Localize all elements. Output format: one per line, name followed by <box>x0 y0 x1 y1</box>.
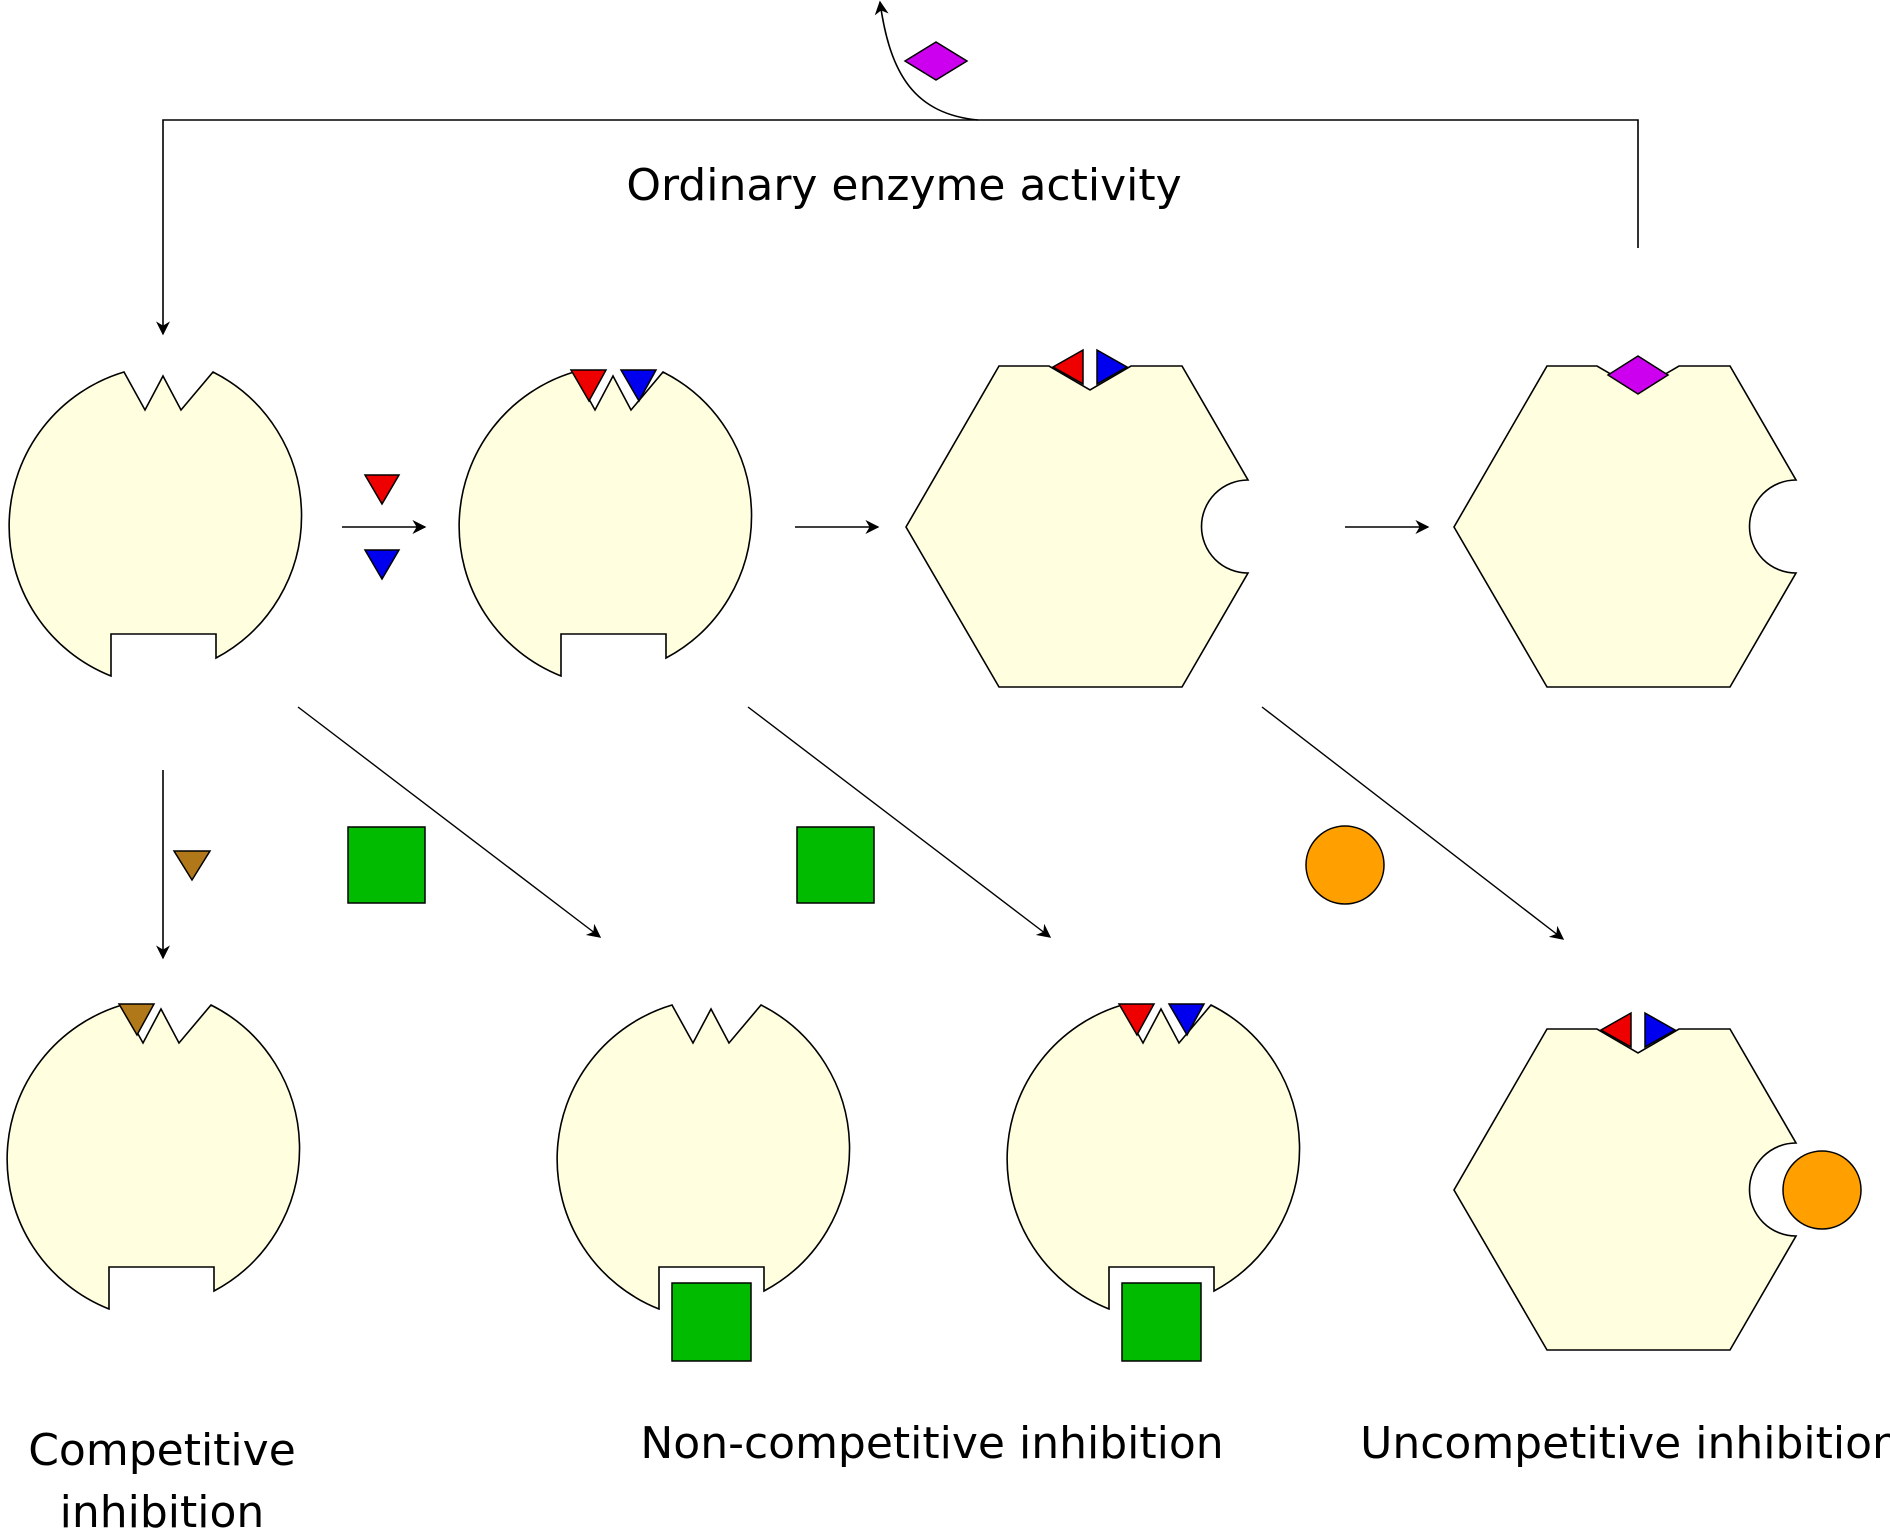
enzyme-product-complex-shape <box>1453 365 1798 688</box>
product-release-arrow <box>874 0 979 121</box>
transition-substrate-red-icon <box>1051 348 1084 386</box>
noncompetitive-inhibition-label: Non-competitive inhibition <box>640 1418 1223 1469</box>
noncompetitive-inhibitor-square-icon <box>347 826 426 904</box>
bound-noncompetitive-inhibitor-icon-2 <box>1121 1282 1202 1362</box>
bound-substrate-red-icon <box>569 369 608 403</box>
uncomp-substrate-red-icon <box>1599 1011 1632 1049</box>
uncomp-substrate-blue-icon <box>1644 1011 1677 1049</box>
noncompetitive-inhibited-free-enzyme-shape <box>556 1004 851 1311</box>
uncompetitive-inhibition-label: Uncompetitive inhibition <box>1360 1418 1890 1469</box>
substrate-red-triangle-icon <box>363 474 401 506</box>
noncompetitive-inhibitor-square-icon-2 <box>796 826 875 904</box>
competitive-inhibition-label-line2: inhibition <box>60 1487 265 1535</box>
substrate-blue-triangle-icon <box>363 549 401 581</box>
bound-noncompetitive-inhibitor-icon <box>671 1282 752 1362</box>
transition-substrate-blue-icon <box>1096 348 1129 386</box>
noncompetitive-inhibited-complex-shape <box>1006 1004 1301 1311</box>
noncomp-bound-substrate-red-icon <box>1117 1003 1156 1037</box>
noncomp-bound-substrate-blue-icon <box>1167 1003 1206 1037</box>
uncompetitively-inhibited-enzyme-shape <box>1453 1028 1798 1351</box>
transition-state-enzyme-shape <box>905 365 1250 688</box>
ordinary-activity-label: Ordinary enzyme activity <box>626 160 1181 211</box>
bound-product-diamond-icon <box>1606 355 1670 395</box>
product-diamond-icon <box>903 41 969 81</box>
competitive-inhibitor-triangle-icon <box>172 850 212 882</box>
noncompetitive-arrow-from-complex <box>747 706 1052 938</box>
free-enzyme-shape <box>8 371 303 678</box>
noncompetitive-arrow-from-free-enzyme <box>297 706 602 938</box>
competitively-inhibited-enzyme-shape <box>6 1004 301 1311</box>
competitive-inhibition-label-line1: Competitive <box>28 1425 296 1476</box>
bound-uncompetitive-inhibitor-icon <box>1782 1150 1862 1230</box>
uncompetitive-inhibitor-circle-icon <box>1305 825 1385 905</box>
enzyme-substrate-complex-shape <box>458 371 753 678</box>
feedback-loop-line <box>156 119 1639 336</box>
bound-competitive-inhibitor-icon <box>117 1003 156 1037</box>
uncompetitive-arrow <box>1261 706 1565 940</box>
bound-substrate-blue-icon <box>619 369 658 403</box>
